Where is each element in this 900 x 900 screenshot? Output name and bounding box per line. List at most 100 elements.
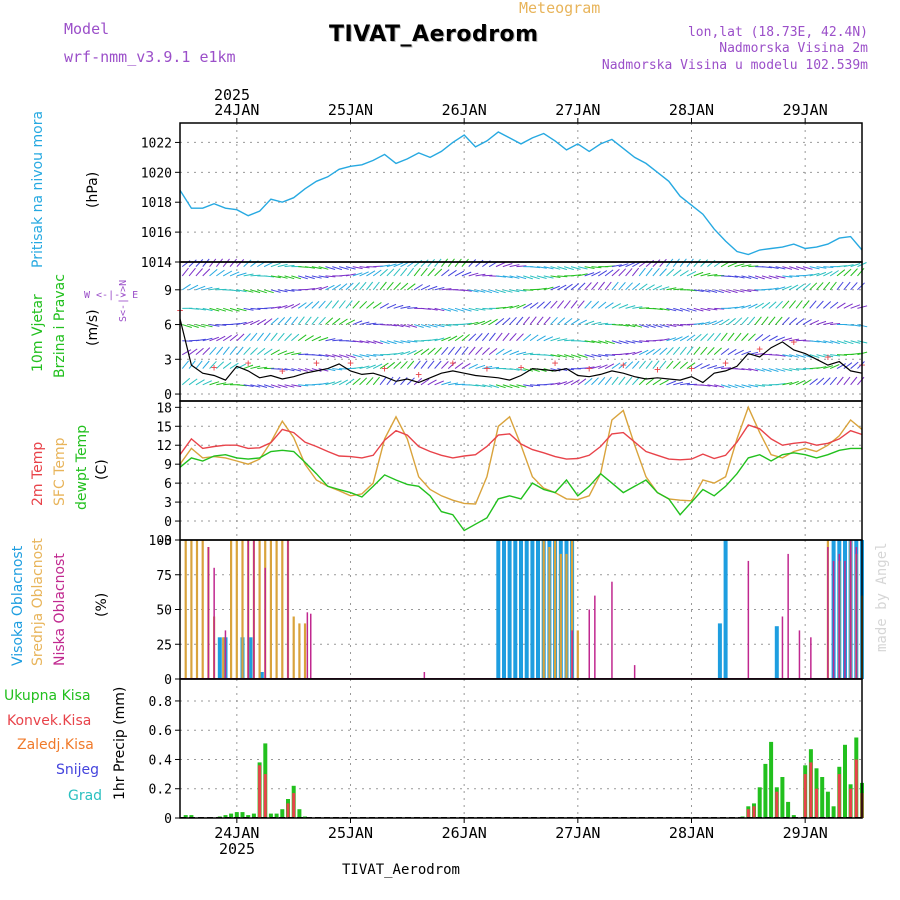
precip-label-3: Zaledj.Kisa xyxy=(17,737,94,753)
wind-barb xyxy=(686,307,697,312)
wind-barb xyxy=(332,266,343,271)
wind-barb xyxy=(243,273,254,277)
wind-barb xyxy=(754,316,762,325)
wind-barb xyxy=(714,289,724,294)
wind-barb xyxy=(523,368,534,372)
precip-bar xyxy=(258,765,262,818)
wind-barb xyxy=(345,378,355,386)
wind-barb xyxy=(816,320,827,326)
wind-barb xyxy=(639,324,649,328)
wind-barb xyxy=(707,289,718,293)
wind-barb xyxy=(264,275,275,278)
wind-barb xyxy=(277,332,285,342)
wind-barb xyxy=(325,381,336,386)
cloud-bar xyxy=(306,612,309,679)
precip-bar xyxy=(240,812,245,818)
wind-barb xyxy=(393,324,404,328)
wind-barb xyxy=(509,316,517,325)
y-tick-label: 75 xyxy=(156,569,172,584)
wind-barb xyxy=(379,281,387,291)
wind-barb xyxy=(304,316,312,325)
wind-barb xyxy=(229,271,240,277)
wind-barb xyxy=(270,262,281,268)
wind-barb xyxy=(850,340,861,344)
wind-barb xyxy=(291,303,301,309)
wind-barb xyxy=(291,275,302,280)
wind-barb xyxy=(550,285,560,291)
wind-barb xyxy=(796,339,807,342)
frame-layer xyxy=(175,118,863,823)
wind-barb xyxy=(754,334,764,342)
wind-barb xyxy=(836,281,844,291)
wind-barb xyxy=(332,368,343,371)
wind-barb xyxy=(632,360,640,369)
elevation-label: Nadmorska Visina 2m xyxy=(719,41,868,56)
wind-barb xyxy=(222,346,230,355)
wind-barb xyxy=(202,268,211,277)
precip-bar xyxy=(843,744,847,818)
pressure-label: Pritisak na nivou mora xyxy=(30,111,46,268)
wind-barb xyxy=(229,323,241,326)
wind-barb xyxy=(563,380,574,386)
wind-barb xyxy=(857,282,865,291)
wind-barb xyxy=(202,258,210,267)
wind-barb xyxy=(270,332,278,342)
precip-label-1: Ukupna Kisa xyxy=(4,688,91,704)
x-tick-label-top: 27JAN xyxy=(555,101,600,119)
wind-barb xyxy=(454,270,465,277)
wind-barb xyxy=(236,321,247,326)
wind-barb xyxy=(181,360,189,369)
wind-barb xyxy=(823,340,834,344)
wind-barb xyxy=(850,352,861,356)
wind-barb xyxy=(482,319,492,325)
wind-barb xyxy=(318,285,329,291)
wind-barb xyxy=(297,316,305,325)
wind-barb xyxy=(373,354,384,356)
wind-barb xyxy=(263,384,274,389)
wind-barb xyxy=(529,316,537,325)
wind-barb xyxy=(413,360,421,369)
wind-barb xyxy=(597,281,605,291)
wind-barb xyxy=(625,305,636,309)
wind-barb xyxy=(332,339,343,342)
wind-barb xyxy=(666,337,677,342)
meteogram-label: Meteogram xyxy=(519,0,601,17)
wind-barb xyxy=(829,364,840,370)
wind-barb xyxy=(618,263,629,268)
wind-barb xyxy=(768,275,779,279)
wind-barb xyxy=(829,270,839,277)
wind-barb xyxy=(563,283,573,291)
wind-barb xyxy=(188,284,199,291)
wind-barb xyxy=(215,346,224,355)
cloud-bar xyxy=(571,540,574,679)
wind-gust-mark: + xyxy=(688,362,695,375)
wind-barb xyxy=(734,332,742,342)
wind-barb xyxy=(523,384,534,387)
wind-barb xyxy=(795,318,805,325)
wind-barb xyxy=(550,337,561,342)
temp-label-1: 2m Temp xyxy=(30,442,46,506)
cloud-bar xyxy=(259,672,264,679)
text-layer: 101410161018102010220369-303691215180255… xyxy=(141,101,828,842)
wind-gust-mark: + xyxy=(381,362,388,375)
wind-barb xyxy=(816,366,827,370)
wind-barb xyxy=(693,271,704,277)
y-tick-label: 25 xyxy=(156,638,172,653)
wind-barb xyxy=(741,275,752,279)
wind-barb xyxy=(816,377,825,386)
wind-barb xyxy=(222,270,233,277)
wind-unit: (m/s) xyxy=(85,309,101,346)
wind-barb xyxy=(393,262,404,268)
precip-unit: 1hr Precip (mm) xyxy=(112,687,128,800)
wind-barb xyxy=(250,384,261,388)
wind-barb xyxy=(666,258,674,267)
wind-compass-ns: S<-|->N xyxy=(118,280,129,322)
wind-barb xyxy=(475,259,484,268)
wind-barb xyxy=(659,286,670,291)
wind-barb xyxy=(256,347,266,356)
wind-barb xyxy=(679,335,690,342)
wind-barb xyxy=(727,348,737,356)
series-line-dewpt xyxy=(179,447,862,532)
wind-barb xyxy=(686,334,696,342)
wind-barb xyxy=(386,340,397,345)
